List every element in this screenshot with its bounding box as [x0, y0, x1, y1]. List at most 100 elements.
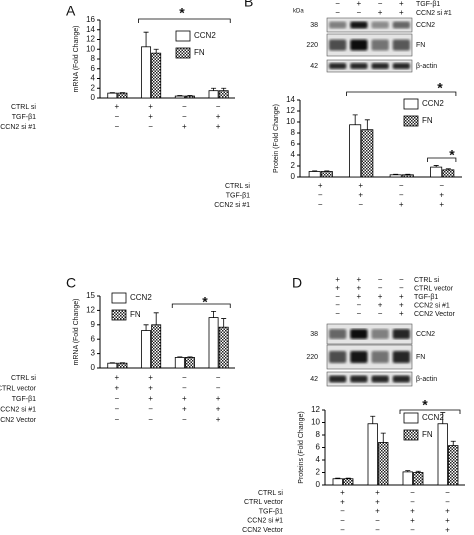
- bar: [437, 423, 448, 486]
- condition-sign: +: [216, 122, 221, 131]
- y-tick-label: 2: [291, 161, 296, 170]
- blot-header-sign: +: [399, 292, 404, 301]
- y-tick-label: 10: [86, 44, 95, 53]
- condition-sign: −: [182, 373, 187, 382]
- blot-header-label: CCN2 si #1: [416, 10, 452, 17]
- condition-sign: +: [439, 200, 444, 209]
- blot-header-sign: −: [357, 8, 362, 17]
- legend-swatch: [403, 429, 419, 441]
- significance-bracket: [171, 303, 231, 308]
- legend-label: CCN2: [194, 31, 216, 40]
- blot-band: [371, 63, 389, 69]
- blot-header-sign: +: [399, 8, 404, 17]
- blot-band: [329, 39, 347, 51]
- blot-header-sign: −: [357, 301, 362, 310]
- blot-header-sign: +: [378, 301, 383, 310]
- condition-sign: −: [115, 415, 120, 424]
- panel-letter: C: [66, 275, 76, 291]
- blot-band: [329, 63, 347, 69]
- bar: [349, 124, 362, 178]
- condition-sign: +: [375, 507, 380, 516]
- bar: [141, 330, 152, 369]
- condition-sign: −: [318, 200, 323, 209]
- blot-membrane: [326, 33, 413, 57]
- significance-bracket: [346, 91, 457, 96]
- bar: [151, 324, 162, 369]
- condition-sign: +: [148, 373, 153, 382]
- blot-header-label: CCN2 Vector: [414, 311, 456, 318]
- condition-label: CTRL si: [258, 490, 283, 497]
- bar: [343, 478, 354, 486]
- y-tick-label: 15: [86, 291, 95, 300]
- y-tick-label: 16: [86, 15, 95, 24]
- blot-label: β-actin: [416, 376, 437, 383]
- blot-header-sign: +: [357, 275, 362, 284]
- condition-sign: −: [182, 112, 187, 121]
- condition-sign: −: [216, 102, 221, 111]
- error-bar: [153, 48, 159, 54]
- condition-sign: +: [318, 181, 323, 190]
- condition-sign: −: [375, 516, 380, 525]
- bar: [320, 171, 333, 178]
- blot-header-label: CCN2 si #1: [414, 302, 450, 309]
- condition-sign: +: [148, 384, 153, 393]
- condition-sign: +: [182, 122, 187, 131]
- blot-header-sign: −: [378, 275, 383, 284]
- condition-sign: −: [399, 181, 404, 190]
- blot-band: [371, 21, 389, 29]
- y-tick-label: 4: [291, 150, 296, 159]
- legend-swatch: [111, 292, 127, 304]
- y-tick-label: 3: [91, 349, 96, 358]
- y-tick-label: 2: [91, 83, 96, 92]
- blot-band: [350, 21, 368, 29]
- condition-sign: +: [445, 525, 450, 534]
- blot-size: 42: [310, 376, 318, 383]
- legend-swatch: [175, 47, 191, 59]
- blot-header-label: TGF-β1: [416, 1, 440, 8]
- blot-band: [392, 21, 410, 29]
- blot-unit: kDa: [293, 9, 304, 15]
- legend-label: FN: [194, 48, 205, 57]
- condition-label: CCN2 si #1: [0, 406, 36, 413]
- bar: [184, 95, 195, 99]
- error-bar: [221, 318, 227, 328]
- y-tick-label: 10: [311, 418, 320, 427]
- y-tick-label: 14: [286, 95, 295, 104]
- condition-sign: −: [358, 200, 363, 209]
- blot-header-sign: −: [378, 309, 383, 318]
- blot-size: 42: [310, 63, 318, 70]
- bar: [117, 362, 128, 369]
- blot-header-sign: −: [378, 284, 383, 293]
- y-tick-label: 0: [316, 480, 321, 489]
- y-tick-label: 4: [316, 455, 321, 464]
- significance-bracket: [138, 18, 231, 23]
- error-bar: [415, 470, 421, 473]
- blot-header-sign: −: [335, 301, 340, 310]
- condition-sign: +: [375, 488, 380, 497]
- y-tick-label: 4: [91, 74, 96, 83]
- condition-sign: −: [148, 122, 153, 131]
- significance-star: *: [202, 294, 208, 310]
- y-tick-label: 0: [91, 93, 96, 102]
- error-bar: [433, 165, 439, 168]
- error-bar: [445, 168, 451, 170]
- y-tick-label: 6: [291, 139, 296, 148]
- condition-sign: +: [216, 394, 221, 403]
- blot-band: [350, 351, 368, 363]
- condition-sign: −: [148, 415, 153, 424]
- blot-size: 220: [306, 354, 318, 361]
- condition-sign: +: [148, 394, 153, 403]
- y-axis-label: Protein (Fold Change): [273, 104, 280, 173]
- blot-header-sign: −: [399, 284, 404, 293]
- error-bar: [405, 173, 411, 175]
- blot-band: [392, 351, 410, 363]
- blot-header-sign: −: [335, 8, 340, 17]
- error-bar: [143, 31, 149, 47]
- bar: [401, 174, 414, 178]
- legend-label: FN: [422, 116, 433, 125]
- y-tick-label: 14: [86, 25, 95, 34]
- bar: [361, 129, 374, 178]
- blot-header-sign: +: [399, 309, 404, 318]
- error-bar: [335, 477, 341, 479]
- bar: [107, 362, 118, 369]
